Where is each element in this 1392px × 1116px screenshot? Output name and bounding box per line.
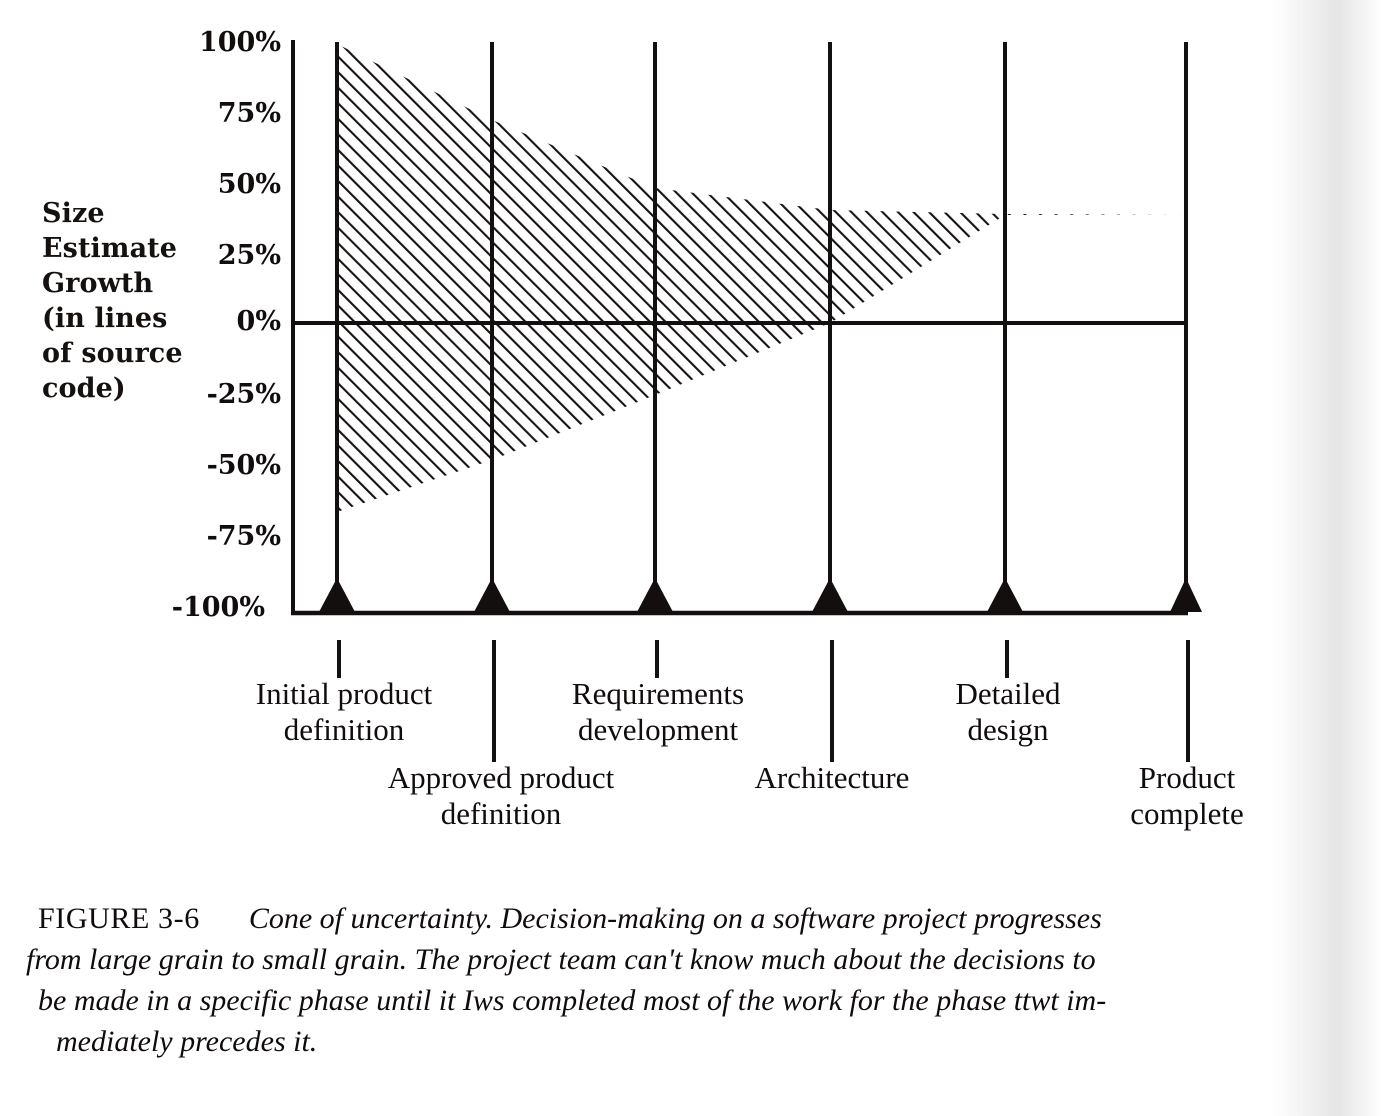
figure-caption-line-1: Cone of uncertainty. Decision-making on …	[248, 902, 1102, 935]
milestone-leader-lines	[337, 640, 1190, 762]
chart-axes	[291, 40, 1188, 616]
y-axis-title: Size Estimate Growth (in lines of source…	[42, 196, 232, 406]
milestone-label-line: Requirements	[571, 676, 745, 711]
figure-number: FIGURE 3-6	[38, 902, 200, 935]
figure-caption-line-3: be made in a specific phase until it Iws…	[38, 984, 1107, 1017]
milestone-marker-0	[319, 578, 355, 612]
y-tick-label-n75: -75%	[206, 521, 281, 552]
cone-region	[337, 44, 1186, 512]
y-tick-label-75: 75%	[217, 98, 281, 129]
y-tick-label-n50: -50%	[206, 450, 281, 481]
y-axis-title-line-0: Size	[42, 198, 105, 229]
y-axis-title-line-3: (in lines	[42, 303, 168, 334]
y-axis-title-line-4: of source	[42, 338, 183, 369]
cone-of-uncertainty-chart	[291, 40, 1202, 762]
milestone-label-initial-product-definition: Initial product definition	[219, 676, 469, 748]
y-tick-label-0: 0%	[236, 306, 281, 337]
milestone-label-product-complete: Product complete	[1072, 760, 1302, 832]
y-axis-title-line-1: Estimate	[42, 233, 178, 264]
y-axis-title-line-5: code)	[42, 373, 126, 404]
milestone-label-line: Initial product	[255, 676, 433, 711]
milestone-label-requirements-development: Requirements development	[528, 676, 788, 748]
y-tick-label-25: 25%	[217, 240, 281, 271]
milestone-label-line: development	[577, 712, 739, 747]
milestone-label-line: definition	[283, 712, 405, 747]
milestone-label-line: Detailed	[955, 676, 1061, 711]
milestone-label-architecture: Architecture	[712, 760, 952, 796]
figure-caption: FIGURE 3-6 Cone of uncertainty. Decision…	[0, 898, 1392, 1062]
milestone-label-line: Architecture	[754, 760, 910, 795]
y-tick-label-n25: -25%	[206, 379, 281, 410]
figure-caption-line-4: mediately precedes it.	[56, 1025, 318, 1058]
y-tick-label-n100: -100%	[171, 592, 265, 623]
milestone-marker-3	[812, 578, 848, 612]
milestone-marker-5	[1170, 578, 1202, 612]
milestone-marker-1	[474, 578, 510, 612]
milestone-markers	[319, 578, 1202, 612]
milestone-marker-2	[637, 578, 673, 612]
y-axis-title-line-2: Growth	[42, 268, 154, 299]
milestone-gridlines	[335, 42, 1188, 613]
milestone-label-approved-product-definition: Approved product definition	[341, 760, 661, 832]
y-tick-label-50: 50%	[217, 169, 281, 200]
milestone-label-line: definition	[440, 796, 562, 831]
milestone-label-line: design	[967, 712, 1049, 747]
milestone-marker-4	[987, 578, 1023, 612]
y-tick-label-100: 100%	[198, 27, 281, 58]
figure-cone-of-uncertainty: Size Estimate Growth (in lines of source…	[42, 27, 1302, 832]
milestone-label-line: Product	[1138, 760, 1236, 795]
figure-caption-line-2: from large grain to small grain. The pro…	[26, 943, 1096, 976]
milestone-label-line: complete	[1130, 796, 1244, 831]
milestone-label-line: Approved product	[387, 760, 615, 795]
milestone-label-detailed-design: Detailed design	[893, 676, 1123, 748]
